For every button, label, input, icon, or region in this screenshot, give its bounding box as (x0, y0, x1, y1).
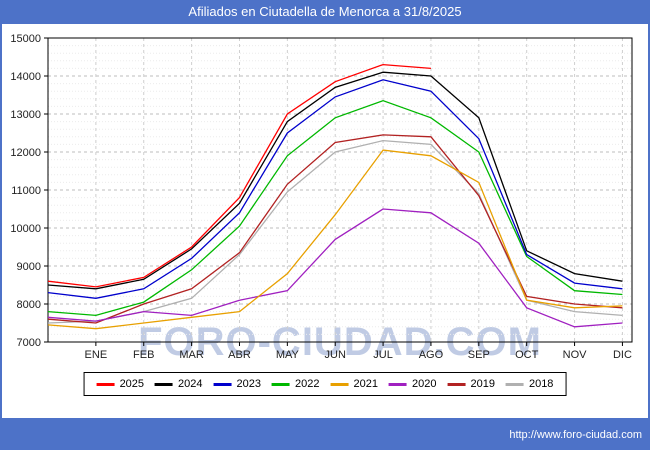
legend-label: 2022 (295, 378, 320, 390)
legend-item-2022: 2022 (272, 378, 320, 390)
legend-item-2018: 2018 (505, 378, 554, 390)
svg-text:JUN: JUN (325, 349, 346, 361)
legend-item-2021: 2021 (330, 378, 378, 390)
line-chart: 7000 8000 9000 10000 11000 12000 13000 14000 150… (10, 33, 633, 361)
legend-swatch (272, 382, 291, 386)
legend-label: 2021 (353, 378, 378, 390)
svg-text:ABR: ABR (228, 349, 251, 361)
svg-text:9000: 9000 (17, 261, 41, 273)
svg-text:MAR: MAR (179, 349, 204, 361)
svg-text:JUL: JUL (373, 349, 393, 361)
legend-item-2023: 2023 (213, 378, 262, 390)
svg-text:FEB: FEB (133, 349, 154, 361)
chart-title: Afiliados en Ciutadella de Menorca a 31/… (0, 0, 650, 24)
legend-label: 2024 (178, 378, 203, 390)
legend-swatch (388, 382, 407, 386)
svg-text:15000: 15000 (10, 33, 41, 45)
legend-item-2024: 2024 (155, 378, 203, 390)
svg-text:8000: 8000 (17, 299, 41, 311)
legend-swatch (505, 382, 524, 386)
legend-label: 2018 (528, 378, 554, 390)
legend-swatch (447, 382, 466, 386)
legend-item-2025: 2025 (96, 378, 145, 390)
svg-text:AGO: AGO (419, 349, 444, 361)
footer-url-link[interactable]: http://www.foro-ciudad.com (509, 429, 642, 441)
svg-text:7000: 7000 (17, 337, 41, 349)
svg-text:DIC: DIC (613, 349, 632, 361)
chart-legend: 2025 2024 2023 2022 2021 2020 2019 2018 (83, 372, 567, 396)
svg-text:12000: 12000 (10, 147, 41, 159)
svg-text:11000: 11000 (11, 185, 41, 197)
legend-swatch (155, 382, 174, 386)
svg-text:MAY: MAY (276, 349, 300, 361)
svg-text:SEP: SEP (468, 349, 490, 361)
svg-text:14000: 14000 (10, 71, 41, 83)
legend-label: 2020 (411, 378, 437, 390)
legend-item-2020: 2020 (388, 378, 437, 390)
svg-text:13000: 13000 (10, 109, 41, 121)
legend-swatch (96, 382, 115, 386)
legend-swatch (213, 382, 232, 386)
svg-text:NOV: NOV (563, 349, 588, 361)
legend-item-2019: 2019 (447, 378, 495, 390)
legend-label: 2023 (236, 378, 262, 390)
svg-text:10000: 10000 (10, 223, 41, 235)
chart-panel (2, 24, 648, 418)
legend-swatch (330, 382, 349, 386)
legend-label: 2025 (119, 378, 145, 390)
svg-text:OCT: OCT (515, 349, 539, 361)
svg-text:ENE: ENE (85, 349, 108, 361)
legend-label: 2019 (470, 378, 495, 390)
